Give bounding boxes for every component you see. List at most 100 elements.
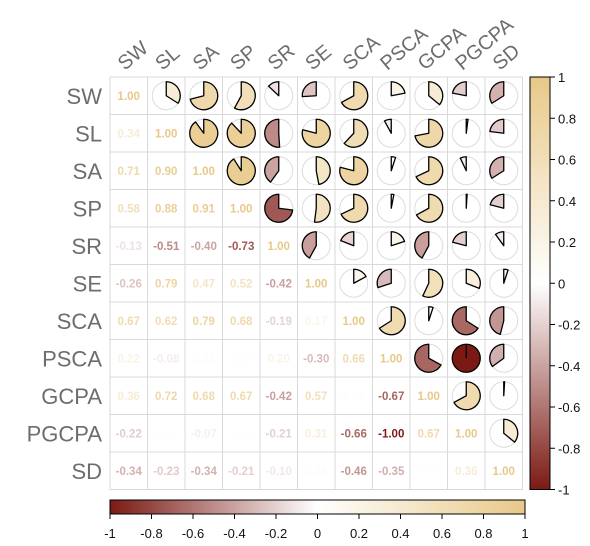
correlation-value: 0.67	[230, 391, 252, 403]
correlation-value: -0.35	[378, 466, 405, 478]
correlation-value: 0.67	[118, 316, 140, 328]
correlation-value: 0.34	[118, 128, 141, 140]
colorbar-tick-label: -0.4	[223, 526, 245, 541]
pie-slice	[390, 231, 406, 247]
pie-slice	[189, 81, 219, 111]
colorbar-tick-label: -1	[104, 526, 116, 541]
pie-slice	[494, 231, 505, 247]
pie-slice	[264, 156, 280, 183]
colorbar-tick-label: -0.6	[182, 526, 204, 541]
colorbar-tick-label: 0.4	[391, 526, 409, 541]
correlation-value: 0.72	[155, 391, 177, 403]
colorbar-horizontal	[109, 499, 526, 515]
pie-slice	[503, 418, 519, 443]
correlation-value: 1.00	[493, 466, 515, 478]
colorbar-tick-label: 0.4	[558, 194, 576, 209]
pie-slice	[465, 118, 469, 134]
pie-slice	[465, 193, 468, 209]
colorbar-tick-label: 1	[558, 70, 565, 85]
pie-slice	[451, 306, 479, 336]
colorbar-tick-label: 0.2	[350, 526, 368, 541]
correlation-value: 1.00	[380, 353, 402, 365]
row-label: SA	[73, 159, 103, 184]
pie-slice	[264, 193, 294, 223]
pie-slice	[415, 193, 444, 223]
correlation-value: 0.67	[418, 428, 440, 440]
pie-slice	[459, 156, 467, 172]
correlation-value: 0.47	[193, 278, 215, 290]
pie-slice	[503, 381, 506, 397]
pie-slice	[390, 156, 397, 172]
column-label: SA	[189, 40, 224, 74]
row-label: PGCPA	[27, 421, 103, 446]
correlation-value: 0.05	[193, 353, 216, 365]
correlation-value: -0.34	[191, 466, 218, 478]
correlation-value: 0.03	[230, 353, 252, 365]
colorbar-tick-label: 0.2	[558, 235, 576, 250]
colorbar-tick-label: 0.8	[474, 526, 492, 541]
correlation-value: -0.30	[303, 353, 329, 365]
correlation-value: 0.36	[455, 466, 477, 478]
correlation-value: 1.00	[268, 241, 290, 253]
pie-slice	[489, 193, 505, 209]
pie-slice	[390, 193, 395, 209]
column-label: SP	[226, 41, 261, 75]
correlation-value: -0.67	[378, 391, 404, 403]
pie-slice	[340, 231, 355, 247]
pie-slice	[428, 306, 434, 322]
correlation-value: 0.20	[268, 353, 290, 365]
pie-slice	[503, 268, 509, 284]
pie-slice	[189, 118, 219, 148]
correlation-value: -1.00	[378, 428, 404, 440]
colorbar-tick-label: 0.6	[558, 153, 576, 168]
correlation-value: -0.42	[266, 391, 292, 403]
correlation-value: -0.46	[341, 466, 367, 478]
correlation-value: 0.58	[118, 203, 141, 215]
colorbar-tick-label: -0.4	[558, 359, 580, 374]
correlation-value: 0.88	[155, 203, 178, 215]
correlation-value: 0.17	[305, 316, 327, 328]
pie-slice	[264, 118, 281, 148]
pie-slice	[451, 81, 467, 97]
colorbar-tick-label: 0.6	[433, 526, 451, 541]
row-label: SL	[75, 121, 102, 146]
correlation-value: -0.10	[266, 466, 292, 478]
colorbar-vertical	[529, 76, 551, 490]
correlation-value: 0.57	[305, 391, 327, 403]
column-label: SR	[264, 40, 299, 75]
correlation-value: 0.01	[230, 428, 253, 440]
colorbar-tick-label: -0.2	[558, 318, 580, 333]
pie-slice	[301, 231, 317, 259]
correlation-value: 0.79	[155, 278, 177, 290]
pie-slice	[453, 381, 481, 411]
colorbar-tick-label: -0.6	[558, 400, 580, 415]
correlation-value: -0.34	[116, 466, 143, 478]
pie-slice	[489, 343, 505, 368]
correlation-value: 0.79	[193, 316, 215, 328]
correlation-value: 1.00	[455, 428, 477, 440]
column-label: SE	[301, 41, 336, 75]
pie-slice	[489, 156, 505, 179]
colorbar-tick-label: 1	[521, 526, 528, 541]
pie-slice	[376, 268, 392, 289]
correlation-value: -0.21	[266, 428, 293, 440]
column-label: SL	[151, 42, 184, 75]
colorbar-tick-label: 0	[314, 526, 321, 541]
correlation-value: 0.01	[418, 466, 441, 478]
correlation-value: -0.07	[191, 428, 217, 440]
correlation-value: 0.68	[193, 391, 216, 403]
row-label: PSCA	[42, 346, 102, 371]
pie-slice	[339, 156, 369, 186]
pie-slice	[415, 156, 444, 186]
pie-slice	[422, 268, 444, 298]
correlation-value: -0.73	[228, 241, 254, 253]
pie-slice	[414, 343, 442, 373]
colorbar-tick-label: -0.8	[140, 526, 162, 541]
correlation-value: 1.00	[305, 278, 327, 290]
correlation-value: 0.66	[343, 353, 365, 365]
correlation-value: 1.00	[418, 391, 440, 403]
correlation-value: -0.66	[341, 428, 367, 440]
colorbar-tick-label: -1	[558, 483, 570, 498]
pie-slice	[414, 118, 444, 148]
correlation-value: -0.42	[266, 278, 292, 290]
